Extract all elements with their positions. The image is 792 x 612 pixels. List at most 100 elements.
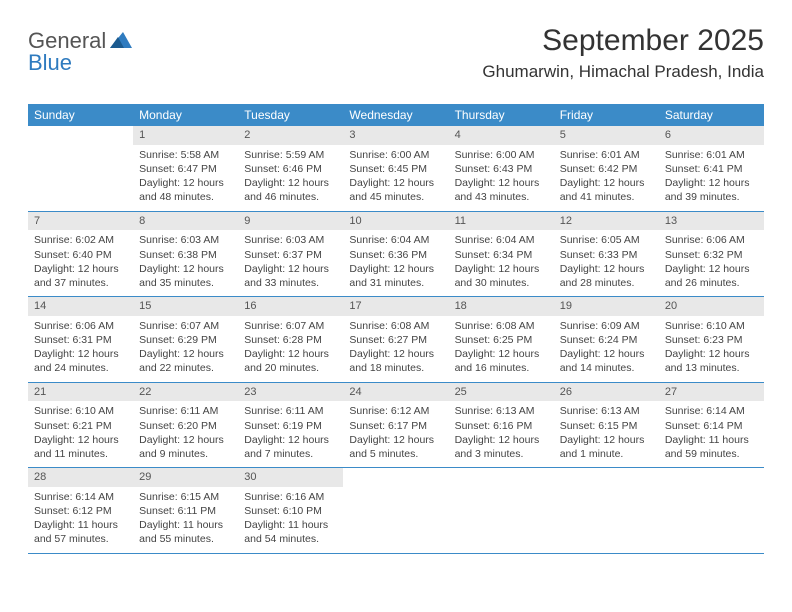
day-cell: 1Sunrise: 5:58 AMSunset: 6:47 PMDaylight…	[133, 126, 238, 211]
sunset-text: Sunset: 6:15 PM	[560, 419, 653, 433]
day-cell: 29 Sunrise: 6:15 AMSunset: 6:11 PMDayligh…	[133, 468, 238, 553]
day-number: 12	[554, 212, 659, 231]
sunrise-text: Sunrise: 5:58 AM	[139, 148, 232, 162]
sunrise-text: Sunrise: 6:07 AM	[244, 319, 337, 333]
calendar: SundayMondayTuesdayWednesdayThursdayFrid…	[28, 104, 764, 554]
day-number: 27	[659, 383, 764, 402]
day-header: Saturday	[659, 104, 764, 126]
sunset-text: Sunset: 6:40 PM	[34, 248, 127, 262]
day-cell: 26Sunrise: 6:13 AMSunset: 6:15 PMDayligh…	[554, 383, 659, 468]
day-number: 29	[133, 468, 238, 487]
sunset-text: Sunset: 6:16 PM	[455, 419, 548, 433]
day-cell: 24Sunrise: 6:12 AMSunset: 6:17 PMDayligh…	[343, 383, 448, 468]
week-row: 7Sunrise: 6:02 AMSunset: 6:40 PMDaylight…	[28, 212, 764, 298]
day-header: Tuesday	[238, 104, 343, 126]
sunset-text: Sunset: 6:38 PM	[139, 248, 232, 262]
day-header: Wednesday	[343, 104, 448, 126]
daylight-text: Daylight: 11 hours and 54 minutes.	[244, 518, 337, 546]
day-cell: 27 Sunrise: 6:14 AMSunset: 6:14 PMDayligh…	[659, 383, 764, 468]
day-number: 22	[133, 383, 238, 402]
day-number: 9	[238, 212, 343, 231]
day-cell: 6Sunrise: 6:01 AMSunset: 6:41 PMDaylight…	[659, 126, 764, 211]
sunrise-text: Sunrise: 6:01 AM	[560, 148, 653, 162]
sunrise-text: Sunrise: 6:08 AM	[455, 319, 548, 333]
daylight-text: Daylight: 12 hours and 48 minutes.	[139, 176, 232, 204]
day-header: Monday	[133, 104, 238, 126]
daylight-text: Daylight: 11 hours and 55 minutes.	[139, 518, 232, 546]
day-cell: 22Sunrise: 6:11 AMSunset: 6:20 PMDayligh…	[133, 383, 238, 468]
sunrise-text: Sunrise: 6:14 AM	[665, 404, 758, 418]
daylight-text: Daylight: 12 hours and 3 minutes.	[455, 433, 548, 461]
sunrise-text: Sunrise: 6:15 AM	[139, 490, 232, 504]
day-number: 20	[659, 297, 764, 316]
day-cell: 21Sunrise: 6:10 AMSunset: 6:21 PMDayligh…	[28, 383, 133, 468]
day-cell: 20Sunrise: 6:10 AMSunset: 6:23 PMDayligh…	[659, 297, 764, 382]
daylight-text: Daylight: 12 hours and 26 minutes.	[665, 262, 758, 290]
daylight-text: Daylight: 11 hours and 59 minutes.	[665, 433, 758, 461]
day-cell: 7 Sunrise: 6:02 AMSunset: 6:40 PMDaylight…	[28, 212, 133, 297]
daylight-text: Daylight: 12 hours and 24 minutes.	[34, 347, 127, 375]
sunrise-text: Sunrise: 6:04 AM	[455, 233, 548, 247]
day-number: 21	[28, 383, 133, 402]
sunrise-text: Sunrise: 6:14 AM	[34, 490, 127, 504]
sunrise-text: Sunrise: 6:05 AM	[560, 233, 653, 247]
day-number: 7	[28, 212, 133, 231]
sunrise-text: Sunrise: 6:02 AM	[34, 233, 127, 247]
day-cell: 3Sunrise: 6:00 AMSunset: 6:45 PMDaylight…	[343, 126, 448, 211]
sunset-text: Sunset: 6:17 PM	[349, 419, 442, 433]
day-number: 8	[133, 212, 238, 231]
daylight-text: Daylight: 12 hours and 22 minutes.	[139, 347, 232, 375]
day-cell: 2 Sunrise: 5:59 AMSunset: 6:46 PMDaylight…	[238, 126, 343, 211]
day-header: Sunday	[28, 104, 133, 126]
sunset-text: Sunset: 6:33 PM	[560, 248, 653, 262]
daylight-text: Daylight: 12 hours and 16 minutes.	[455, 347, 548, 375]
sunset-text: Sunset: 6:27 PM	[349, 333, 442, 347]
sunset-text: Sunset: 6:23 PM	[665, 333, 758, 347]
sunset-text: Sunset: 6:11 PM	[139, 504, 232, 518]
day-cell	[28, 126, 133, 211]
daylight-text: Daylight: 12 hours and 28 minutes.	[560, 262, 653, 290]
day-number: 17	[343, 297, 448, 316]
day-cell	[659, 468, 764, 553]
sunrise-text: Sunrise: 6:06 AM	[665, 233, 758, 247]
day-number: 19	[554, 297, 659, 316]
day-number: 5	[554, 126, 659, 145]
day-cell: 23Sunrise: 6:11 AMSunset: 6:19 PMDayligh…	[238, 383, 343, 468]
day-cell	[449, 468, 554, 553]
daylight-text: Daylight: 12 hours and 37 minutes.	[34, 262, 127, 290]
sunrise-text: Sunrise: 6:07 AM	[139, 319, 232, 333]
location-subtitle: Ghumarwin, Himachal Pradesh, India	[482, 62, 764, 82]
day-number: 24	[343, 383, 448, 402]
day-cell: 8Sunrise: 6:03 AMSunset: 6:38 PMDaylight…	[133, 212, 238, 297]
day-number: 26	[554, 383, 659, 402]
daylight-text: Daylight: 12 hours and 46 minutes.	[244, 176, 337, 204]
sunset-text: Sunset: 6:14 PM	[665, 419, 758, 433]
day-number: 28	[28, 468, 133, 487]
logo-text-2: Blue	[28, 50, 72, 76]
sunrise-text: Sunrise: 5:59 AM	[244, 148, 337, 162]
daylight-text: Daylight: 12 hours and 18 minutes.	[349, 347, 442, 375]
day-header: Thursday	[449, 104, 554, 126]
daylight-text: Daylight: 12 hours and 30 minutes.	[455, 262, 548, 290]
sunrise-text: Sunrise: 6:08 AM	[349, 319, 442, 333]
daylight-text: Daylight: 12 hours and 31 minutes.	[349, 262, 442, 290]
day-number: 13	[659, 212, 764, 231]
day-number: 18	[449, 297, 554, 316]
sunset-text: Sunset: 6:31 PM	[34, 333, 127, 347]
sunset-text: Sunset: 6:12 PM	[34, 504, 127, 518]
daylight-text: Daylight: 12 hours and 20 minutes.	[244, 347, 337, 375]
daylight-text: Daylight: 12 hours and 13 minutes.	[665, 347, 758, 375]
sunset-text: Sunset: 6:46 PM	[244, 162, 337, 176]
day-cell: 10Sunrise: 6:04 AMSunset: 6:36 PMDayligh…	[343, 212, 448, 297]
sunset-text: Sunset: 6:24 PM	[560, 333, 653, 347]
day-number: 2	[238, 126, 343, 145]
day-cell: 25Sunrise: 6:13 AMSunset: 6:16 PMDayligh…	[449, 383, 554, 468]
sunrise-text: Sunrise: 6:16 AM	[244, 490, 337, 504]
daylight-text: Daylight: 12 hours and 7 minutes.	[244, 433, 337, 461]
day-cell: 17 Sunrise: 6:08 AMSunset: 6:27 PMDayligh…	[343, 297, 448, 382]
sunset-text: Sunset: 6:34 PM	[455, 248, 548, 262]
sunrise-text: Sunrise: 6:06 AM	[34, 319, 127, 333]
sunset-text: Sunset: 6:10 PM	[244, 504, 337, 518]
daylight-text: Daylight: 12 hours and 41 minutes.	[560, 176, 653, 204]
sunset-text: Sunset: 6:43 PM	[455, 162, 548, 176]
